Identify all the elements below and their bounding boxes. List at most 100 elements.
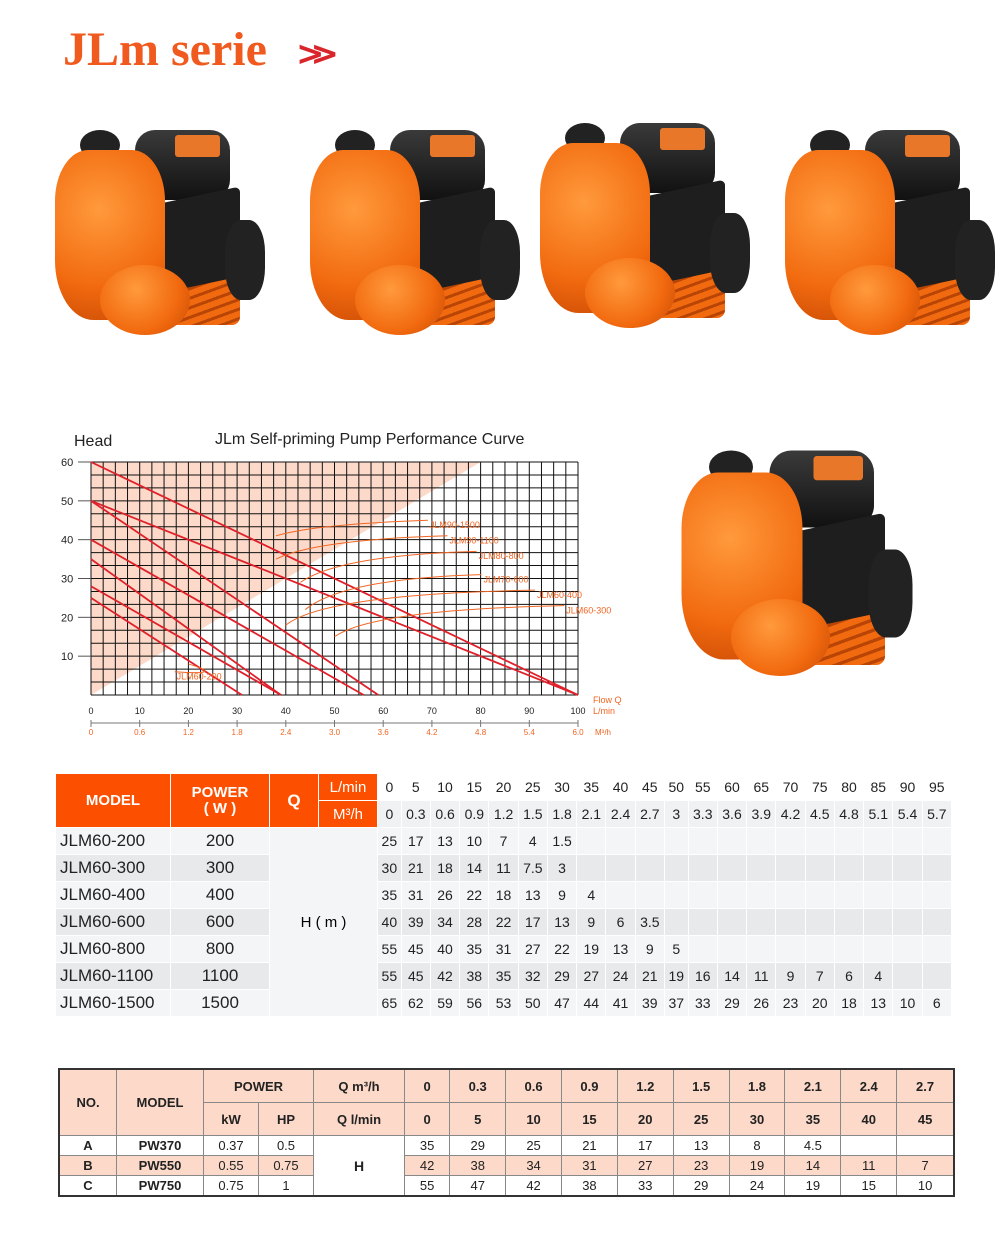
head-value: 11 <box>746 962 777 990</box>
pump-product-image <box>295 125 525 345</box>
head-value: 41 <box>605 989 636 1017</box>
model-cell: JLM60-300 <box>55 854 171 882</box>
empty-cell <box>746 881 777 909</box>
m3h-value: 0.9 <box>561 1068 618 1103</box>
head-value <box>840 1135 898 1156</box>
lmin-value: 0 <box>377 773 402 801</box>
table-row: C PW750 0.75 1 55 47 42 38 33 29 24 19 15 10 <box>58 1175 955 1197</box>
empty-cell <box>716 908 748 936</box>
empty-cell <box>863 881 894 909</box>
head-value: 4 <box>863 962 894 990</box>
x-tick-label: 60 <box>378 706 388 716</box>
no-cell: A <box>58 1135 117 1156</box>
head-value: 47 <box>449 1175 507 1197</box>
head-value: 9 <box>775 962 806 990</box>
power-header: POWER( W ) <box>170 773 270 828</box>
head-value: 27 <box>616 1155 674 1176</box>
series-line-jlm60-400 <box>90 558 282 696</box>
empty-cell <box>863 854 894 882</box>
empty-cell <box>687 827 718 855</box>
x2-tick-label: 2.4 <box>280 728 292 737</box>
head-value: 34 <box>429 908 461 936</box>
lmin-value: 0 <box>403 1102 451 1136</box>
m3h-value: 4.5 <box>804 800 835 828</box>
head-value: 3 <box>546 854 578 882</box>
head-value: 55 <box>377 962 402 990</box>
head-value: 31 <box>488 935 519 963</box>
empty-cell <box>863 908 894 936</box>
empty-cell <box>775 827 806 855</box>
head-value: 42 <box>505 1175 562 1197</box>
m3h-value: 3 <box>663 800 689 828</box>
empty-cell <box>833 827 865 855</box>
lmin-value: 25 <box>672 1102 730 1136</box>
lmin-value: 35 <box>784 1102 842 1136</box>
head-value: 6 <box>921 989 953 1017</box>
x-axis-unit: L/min <box>593 706 615 716</box>
head-value: 23 <box>775 989 806 1017</box>
head-value: 19 <box>663 962 689 990</box>
head-value: 18 <box>488 881 519 909</box>
lmin-value: 15 <box>459 773 490 801</box>
empty-cell <box>833 881 865 909</box>
head-value: 35 <box>377 881 402 909</box>
head-value: 17 <box>400 827 431 855</box>
empty-cell <box>804 908 835 936</box>
x2-tick-label: 1.2 <box>183 728 195 737</box>
m3h-value: 3.6 <box>716 800 748 828</box>
m3h-value: 1.5 <box>672 1068 730 1103</box>
head-value: 6 <box>833 962 865 990</box>
model-cell: JLM60-1100 <box>55 962 171 990</box>
power-header-label: POWER <box>191 783 249 801</box>
series-label: JLM70-600 <box>483 575 528 585</box>
pump-product-image <box>525 118 755 338</box>
empty-cell <box>892 881 923 909</box>
empty-cell <box>576 854 607 882</box>
lmin-value: 5 <box>400 773 431 801</box>
hp-cell: 0.75 <box>258 1155 314 1176</box>
head-value: 31 <box>400 881 431 909</box>
m3h-value: 0.3 <box>449 1068 507 1103</box>
power-cell: 1100 <box>170 962 270 990</box>
empty-cell <box>921 854 953 882</box>
head-value: 44 <box>576 989 607 1017</box>
head-value: 65 <box>377 989 402 1017</box>
header-row: NO. MODEL POWER Q m³/h 0 0.3 0.6 0.9 1.2 1.5 1.… <box>58 1068 955 1136</box>
model-cell: JLM60-800 <box>55 935 171 963</box>
lmin-value: 20 <box>488 773 519 801</box>
pump-product-image <box>665 445 943 711</box>
power-cell: 400 <box>170 881 270 909</box>
head-value: 55 <box>377 935 402 963</box>
power-cell: 1500 <box>170 989 270 1017</box>
head-value: 35 <box>403 1135 451 1156</box>
empty-cell <box>775 854 806 882</box>
lmin-value: 60 <box>716 773 748 801</box>
x-tick-label: 80 <box>476 706 486 716</box>
empty-cell <box>716 881 748 909</box>
empty-cell <box>687 935 718 963</box>
head-value: 37 <box>663 989 689 1017</box>
no-cell: C <box>58 1175 117 1197</box>
y-tick-label: 20 <box>61 612 73 624</box>
header-row: M³/h 0 0.3 0.6 0.9 1.2 1.5 1.8 2.1 2.4 2.7 3 3.3 3.6 3… <box>56 800 953 828</box>
series-line-jlm60-200 <box>90 597 243 696</box>
y-tick-label: 30 <box>61 574 73 586</box>
head-value: 29 <box>672 1175 730 1197</box>
m3h-value: 2.7 <box>634 800 665 828</box>
lmin-value: 65 <box>746 773 777 801</box>
y-tick-label: 10 <box>61 651 73 663</box>
table-row: JLM60-300 300 30 21 18 14 11 7.5 3 <box>55 854 953 882</box>
model-cell: JLM60-600 <box>55 908 171 936</box>
leader-line <box>275 535 448 560</box>
lmin-value: 30 <box>546 773 578 801</box>
head-value: 19 <box>728 1155 786 1176</box>
empty-cell <box>775 935 806 963</box>
model-cell: PW370 <box>116 1135 204 1156</box>
empty-cell <box>716 935 748 963</box>
x2-tick-label: 0.6 <box>134 728 146 737</box>
model-header: MODEL <box>116 1068 204 1136</box>
hp-cell: 1 <box>258 1175 314 1197</box>
hp-header: HP <box>258 1102 314 1136</box>
head-value: 11 <box>840 1155 898 1176</box>
series-line-jlm60-300 <box>90 585 282 696</box>
